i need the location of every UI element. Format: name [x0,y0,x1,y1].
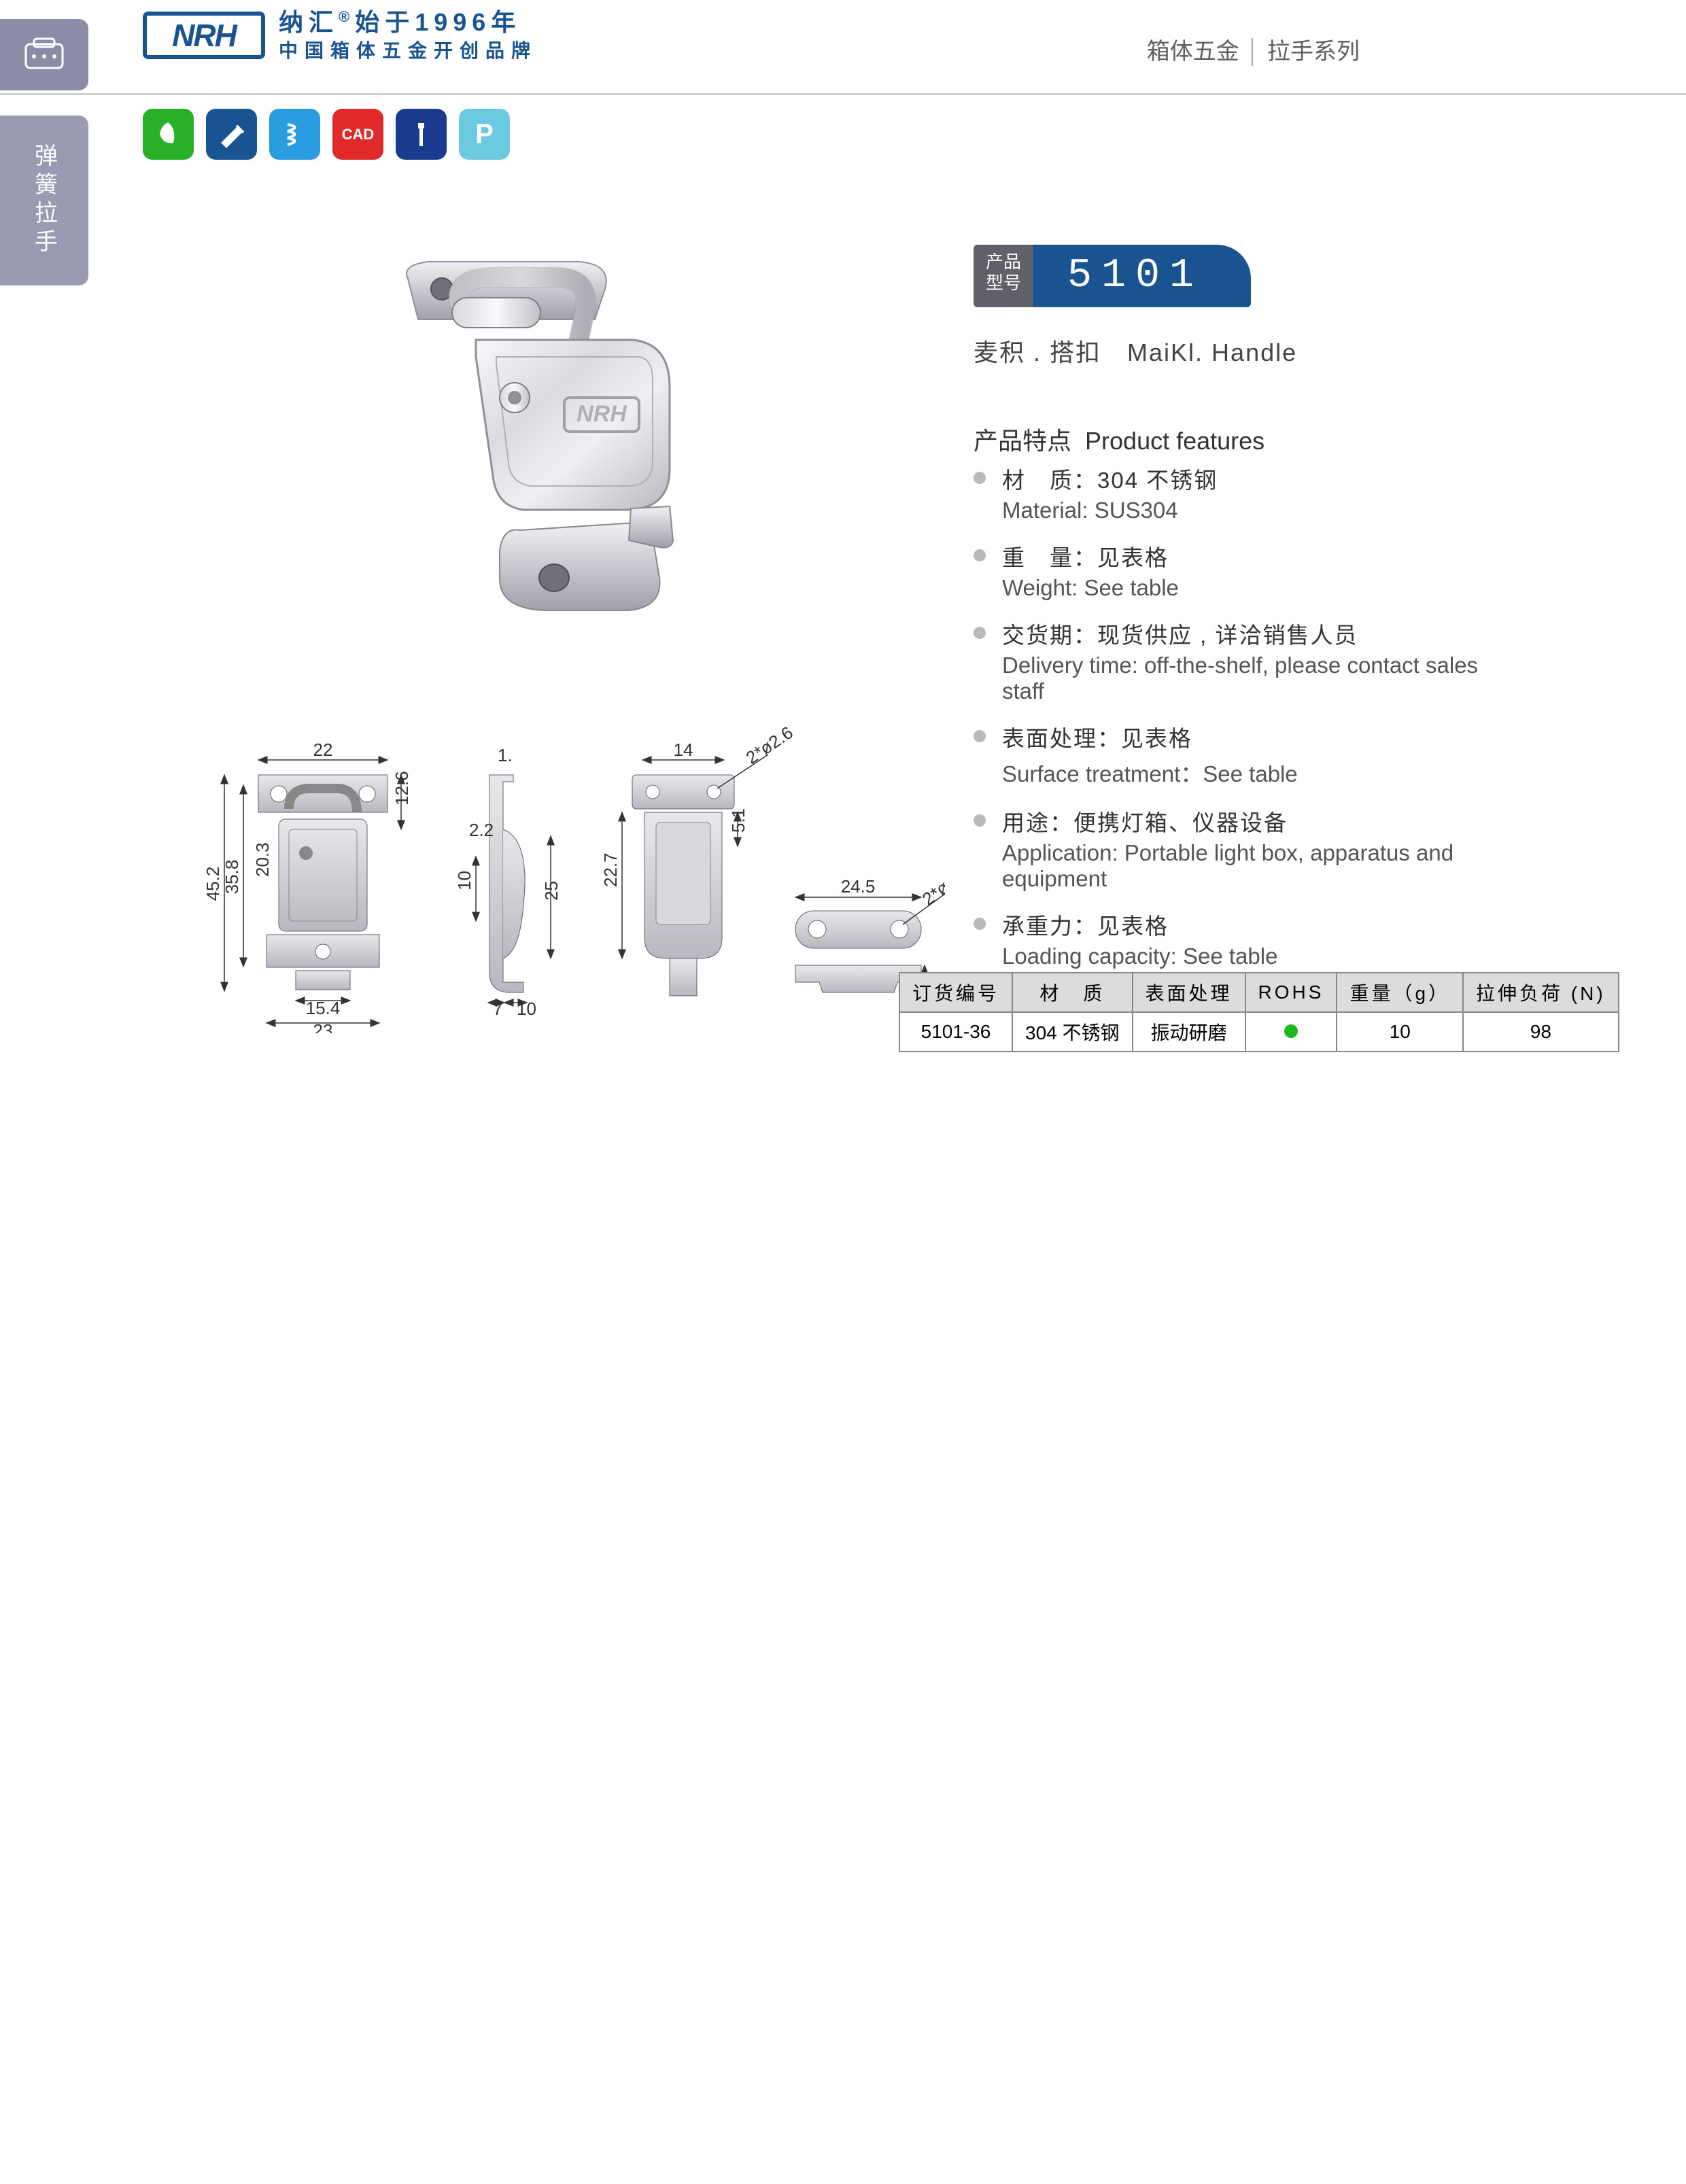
svg-text:35.8: 35.8 [222,860,242,895]
feat-cn: 重 量：见表格 [1002,540,1490,572]
svg-text:20.3: 20.3 [252,842,273,877]
cat-a: 箱体五金 [1147,39,1239,65]
svg-text:2*ø3.5: 2*ø3.5 [918,863,945,909]
feat-en: Weight: See table [1002,575,1490,601]
eco-icon [143,109,194,160]
reg-mark: ® [339,8,355,25]
svg-text:5.1: 5.1 [728,808,749,833]
feat-en: Surface treatment：See table [1002,756,1490,788]
svg-text:10: 10 [517,999,536,1019]
th-weight: 重量（g） [1337,973,1463,1012]
svg-text:2*ø2.6: 2*ø2.6 [742,727,797,768]
brand-slogan: 中国箱体五金开创品牌 [279,39,537,63]
badge-l2: 型号 [986,273,1021,293]
model-sub-en: MaiKl. Handle [1127,339,1297,366]
model-number: 5101 [1033,245,1251,307]
features-list: 材 质：304 不锈钢 Material: SUS304 重 量：见表格 Wei… [974,462,1490,986]
tools-icon [206,109,257,160]
feat-cn: 材 质：304 不锈钢 [1002,462,1490,495]
svg-text:45.2: 45.2 [203,867,223,901]
feat-en: Loading capacity: See table [1002,943,1490,969]
screw-icon [396,109,447,160]
feature-item: 材 质：304 不锈钢 Material: SUS304 [974,462,1490,523]
badge-l1: 产品 [986,252,1021,272]
cad-icon: CAD [332,109,383,160]
td-code: 5101-36 [899,1012,1012,1052]
table-row: 5101-36 304 不锈钢 振动研磨 10 98 [899,1012,1619,1052]
svg-text:22.7: 22.7 [600,852,621,887]
side-tab-label: 弹簧拉手 [0,116,88,285]
rohs-dot-icon [1284,1024,1298,1038]
svg-text:2.2: 2.2 [469,820,494,840]
feat-en: Application: Portable light box, apparat… [1002,840,1490,892]
feature-icon-bar: CAD P [143,109,510,160]
svg-text:12.6: 12.6 [392,771,412,805]
th-code: 订货编号 [899,973,1012,1012]
td-load: 98 [1463,1012,1619,1052]
feature-item: 交货期：现货供应 , 详洽销售人员 Delivery time: off-the… [974,617,1490,704]
technical-drawings: 22 45.2 35.8 12.6 20.3 15.4 23 1. 25 10 … [177,727,945,1033]
th-load: 拉伸负荷 (N) [1463,973,1619,1012]
svg-text:7: 7 [493,999,502,1019]
svg-text:22: 22 [313,740,333,760]
brand-text: 纳汇®始于1996年 中国箱体五金开创品牌 [279,7,537,63]
model-sub-cn: 麦积 . 搭扣 [974,339,1101,366]
svg-text:10: 10 [454,871,475,890]
model-badge-label: 产品 型号 [974,245,1033,307]
svg-text:24.5: 24.5 [841,876,876,897]
feat-cn: 用途：便携灯箱、仪器设备 [1002,805,1490,837]
header-category: 箱体五金 │ 拉手系列 [1147,33,1360,66]
td-material: 304 不锈钢 [1012,1012,1133,1052]
logo-block: NRH 纳汇®始于1996年 中国箱体五金开创品牌 [143,7,537,63]
td-surface: 振动研磨 [1133,1012,1245,1052]
page-header: NRH 纳汇®始于1996年 中国箱体五金开创品牌 箱体五金 │ 拉手系列 [0,0,1686,95]
feature-item: 承重力：见表格 Loading capacity: See table [974,908,1490,969]
feat-head-en: Product features [1085,427,1264,455]
th-surface: 表面处理 [1133,973,1245,1012]
svg-text:15.4: 15.4 [306,998,341,1018]
table-header-row: 订货编号 材 质 表面处理 ROHS 重量（g） 拉伸负荷 (N) [899,973,1619,1012]
feat-en: Material: SUS304 [1002,498,1490,523]
td-weight: 10 [1337,1012,1463,1052]
p-icon: P [459,109,510,160]
svg-text:NRH: NRH [577,401,627,427]
th-material: 材 质 [1012,973,1133,1012]
feature-item: 重 量：见表格 Weight: See table [974,540,1490,601]
brand-name: 纳汇 [279,8,339,36]
model-subtitle: 麦积 . 搭扣 MaiKl. Handle [974,333,1297,368]
feature-item: 用途：便携灯箱、仪器设备 Application: Portable light… [974,805,1490,892]
product-render: NRH [292,238,823,646]
feat-en: Delivery time: off-the-shelf, please con… [1002,653,1490,704]
logo-nrh: NRH [143,12,265,59]
spec-table: 订货编号 材 质 表面处理 ROHS 重量（g） 拉伸负荷 (N) 5101-3… [899,972,1619,1052]
side-tab-icon [0,19,88,90]
features-heading: 产品特点 Product features [974,421,1264,457]
feature-item: 表面处理：见表格 Surface treatment：See table [974,721,1490,788]
cat-sep: │ [1246,39,1260,65]
td-rohs [1245,1012,1337,1052]
th-rohs: ROHS [1245,973,1337,1012]
cat-b: 拉手系列 [1267,39,1360,65]
model-badge: 产品 型号 5101 [974,245,1251,307]
feat-head-cn: 产品特点 [974,427,1071,455]
svg-text:1.: 1. [498,745,513,765]
feat-cn: 交货期：现货供应 , 详洽销售人员 [1002,617,1490,650]
feat-cn: 承重力：见表格 [1002,908,1490,941]
svg-text:14: 14 [674,740,693,760]
brand-since: 始于1996年 [355,8,521,36]
spring-icon [269,109,320,160]
svg-text:25: 25 [541,881,562,901]
svg-text:23: 23 [313,1020,333,1033]
feat-cn: 表面处理：见表格 [1002,721,1490,753]
